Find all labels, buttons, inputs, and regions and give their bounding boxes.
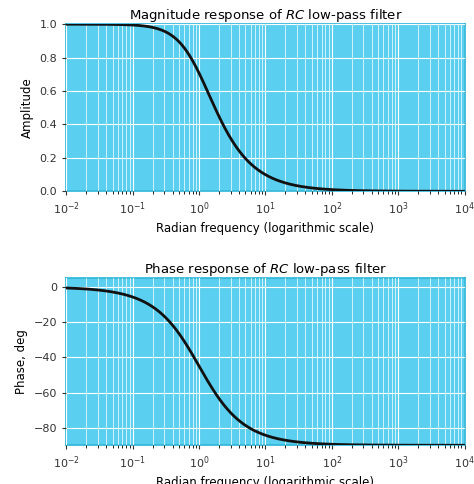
Title: Magnitude response of $\it{RC}$ low-pass filter: Magnitude response of $\it{RC}$ low-pass… [128,7,402,24]
X-axis label: Radian frequency (logarithmic scale): Radian frequency (logarithmic scale) [156,476,374,484]
Y-axis label: Phase, deg: Phase, deg [15,329,28,394]
Title: Phase response of $\it{RC}$ low-pass filter: Phase response of $\it{RC}$ low-pass fil… [144,260,387,278]
X-axis label: Radian frequency (logarithmic scale): Radian frequency (logarithmic scale) [156,223,374,236]
Y-axis label: Amplitude: Amplitude [21,77,34,138]
